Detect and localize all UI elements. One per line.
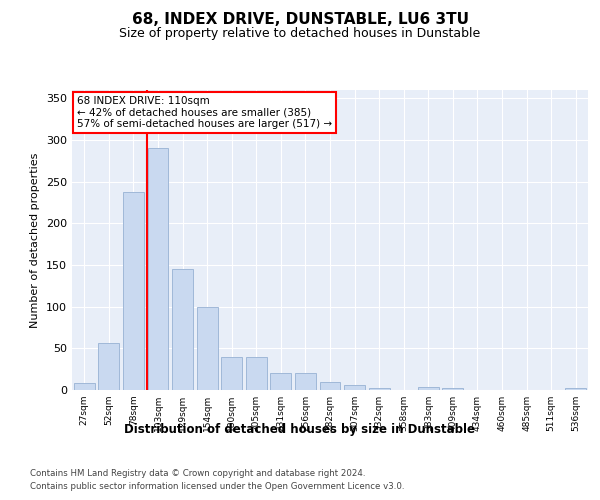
Bar <box>246 356 267 390</box>
Bar <box>172 269 193 390</box>
Bar <box>418 386 439 390</box>
Text: Contains public sector information licensed under the Open Government Licence v3: Contains public sector information licen… <box>30 482 404 491</box>
Bar <box>98 342 119 390</box>
Bar <box>320 382 340 390</box>
Bar <box>148 148 169 390</box>
Bar <box>221 356 242 390</box>
Bar <box>442 388 463 390</box>
Bar <box>197 306 218 390</box>
Bar <box>295 374 316 390</box>
Y-axis label: Number of detached properties: Number of detached properties <box>31 152 40 328</box>
Bar <box>565 388 586 390</box>
Text: Distribution of detached houses by size in Dunstable: Distribution of detached houses by size … <box>125 422 476 436</box>
Bar <box>368 388 389 390</box>
Text: Contains HM Land Registry data © Crown copyright and database right 2024.: Contains HM Land Registry data © Crown c… <box>30 468 365 477</box>
Bar <box>74 384 95 390</box>
Bar <box>123 192 144 390</box>
Bar <box>344 385 365 390</box>
Text: Size of property relative to detached houses in Dunstable: Size of property relative to detached ho… <box>119 28 481 40</box>
Text: 68 INDEX DRIVE: 110sqm
← 42% of detached houses are smaller (385)
57% of semi-de: 68 INDEX DRIVE: 110sqm ← 42% of detached… <box>77 96 332 129</box>
Text: 68, INDEX DRIVE, DUNSTABLE, LU6 3TU: 68, INDEX DRIVE, DUNSTABLE, LU6 3TU <box>131 12 469 28</box>
Bar <box>271 374 292 390</box>
